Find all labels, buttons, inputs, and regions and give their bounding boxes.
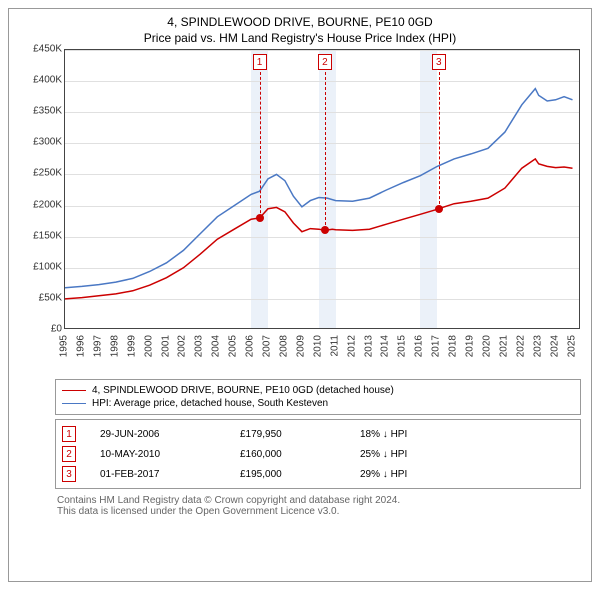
sale-price: £179,950: [240, 429, 360, 440]
sale-hpi-delta: 18% ↓ HPI: [360, 429, 407, 440]
y-tick-label: £400K: [33, 75, 62, 86]
sale-date: 10-MAY-2010: [100, 449, 240, 460]
x-tick-label: 2014: [380, 335, 391, 357]
x-tick-label: 1997: [92, 335, 103, 357]
x-tick-label: 2023: [532, 335, 543, 357]
legend-swatch: [62, 403, 86, 404]
sale-index-box: 2: [62, 446, 76, 462]
footer-line2: This data is licensed under the Open Gov…: [57, 506, 579, 517]
sale-hpi-delta: 29% ↓ HPI: [360, 469, 407, 480]
sale-date: 29-JUN-2006: [100, 429, 240, 440]
legend-swatch: [62, 390, 86, 391]
sale-marker-line: [439, 72, 440, 209]
plot-area: 1 2 3: [64, 49, 580, 329]
sale-marker-dot: [435, 205, 443, 213]
x-tick-label: 2006: [245, 335, 256, 357]
y-tick-label: £300K: [33, 137, 62, 148]
series-line: [65, 159, 573, 299]
sale-index-box: 1: [62, 426, 76, 442]
legend-label: HPI: Average price, detached house, Sout…: [92, 398, 328, 409]
x-tick-label: 2007: [262, 335, 273, 357]
y-tick-label: £100K: [33, 261, 62, 272]
x-tick-label: 2015: [397, 335, 408, 357]
sale-price: £195,000: [240, 469, 360, 480]
sale-row: 3 01-FEB-2017£195,00029% ↓ HPI: [62, 464, 574, 484]
chart-container: 4, SPINDLEWOOD DRIVE, BOURNE, PE10 0GD P…: [8, 8, 592, 582]
x-tick-label: 2025: [566, 335, 577, 357]
y-tick-label: £50K: [39, 292, 62, 303]
sale-marker-box: 1: [253, 54, 267, 70]
sale-marker-line: [260, 72, 261, 218]
x-tick-label: 2018: [448, 335, 459, 357]
x-tick-label: 2011: [329, 335, 340, 357]
y-tick-label: £200K: [33, 199, 62, 210]
chart-title: 4, SPINDLEWOOD DRIVE, BOURNE, PE10 0GD: [9, 9, 591, 29]
sale-marker-dot: [321, 226, 329, 234]
x-tick-label: 2017: [431, 335, 442, 357]
chart-area: £0 £50K £100K £150K £200K £250K £300K £350K £400…: [20, 49, 580, 373]
x-tick-label: 2021: [498, 335, 509, 357]
x-tick-label: 1999: [126, 335, 137, 357]
x-tick-label: 2003: [194, 335, 205, 357]
x-tick-label: 2022: [515, 335, 526, 357]
sale-price: £160,000: [240, 449, 360, 460]
x-tick-label: 1998: [109, 335, 120, 357]
y-tick-label: £0: [51, 324, 62, 335]
footer-line1: Contains HM Land Registry data © Crown c…: [57, 495, 579, 506]
sale-marker-box: 2: [318, 54, 332, 70]
x-tick-label: 2004: [211, 335, 222, 357]
line-series: [65, 50, 580, 329]
x-tick-label: 2002: [177, 335, 188, 357]
sale-marker-box: 3: [432, 54, 446, 70]
x-tick-label: 2005: [228, 335, 239, 357]
y-tick-label: £450K: [33, 44, 62, 55]
x-tick-label: 1996: [75, 335, 86, 357]
footer: Contains HM Land Registry data © Crown c…: [55, 493, 581, 519]
x-tick-label: 2001: [160, 335, 171, 357]
x-tick-label: 2009: [295, 335, 306, 357]
x-tick-label: 2010: [312, 335, 323, 357]
sale-row: 1 29-JUN-2006£179,95018% ↓ HPI: [62, 424, 574, 444]
sales-table: 1 29-JUN-2006£179,95018% ↓ HPI 2 10-MAY-201…: [55, 419, 581, 489]
sale-date: 01-FEB-2017: [100, 469, 240, 480]
x-tick-label: 2016: [414, 335, 425, 357]
sale-hpi-delta: 25% ↓ HPI: [360, 449, 407, 460]
sale-marker-line: [325, 72, 326, 230]
legend-item: HPI: Average price, detached house, Sout…: [62, 397, 574, 410]
sale-marker-dot: [256, 214, 264, 222]
sale-index-box: 3: [62, 466, 76, 482]
sale-row: 2 10-MAY-2010£160,00025% ↓ HPI: [62, 444, 574, 464]
x-axis-labels: 1995199619971998199920002001200220032004…: [64, 331, 580, 373]
x-tick-label: 2024: [549, 335, 560, 357]
y-tick-label: £250K: [33, 168, 62, 179]
x-tick-label: 2019: [465, 335, 476, 357]
legend: 4, SPINDLEWOOD DRIVE, BOURNE, PE10 0GD (…: [55, 379, 581, 415]
y-axis-labels: £0£50K£100K£150K£200K£250K£300K£350K£400…: [20, 49, 64, 329]
y-tick-label: £350K: [33, 106, 62, 117]
series-line: [65, 89, 573, 288]
x-tick-label: 2020: [481, 335, 492, 357]
x-tick-label: 2000: [143, 335, 154, 357]
x-tick-label: 2008: [278, 335, 289, 357]
legend-item: 4, SPINDLEWOOD DRIVE, BOURNE, PE10 0GD (…: [62, 384, 574, 397]
legend-label: 4, SPINDLEWOOD DRIVE, BOURNE, PE10 0GD (…: [92, 385, 394, 396]
y-tick-label: £150K: [33, 230, 62, 241]
x-tick-label: 1995: [59, 335, 70, 357]
x-tick-label: 2013: [363, 335, 374, 357]
chart-subtitle: Price paid vs. HM Land Registry's House …: [9, 29, 591, 49]
x-tick-label: 2012: [346, 335, 357, 357]
